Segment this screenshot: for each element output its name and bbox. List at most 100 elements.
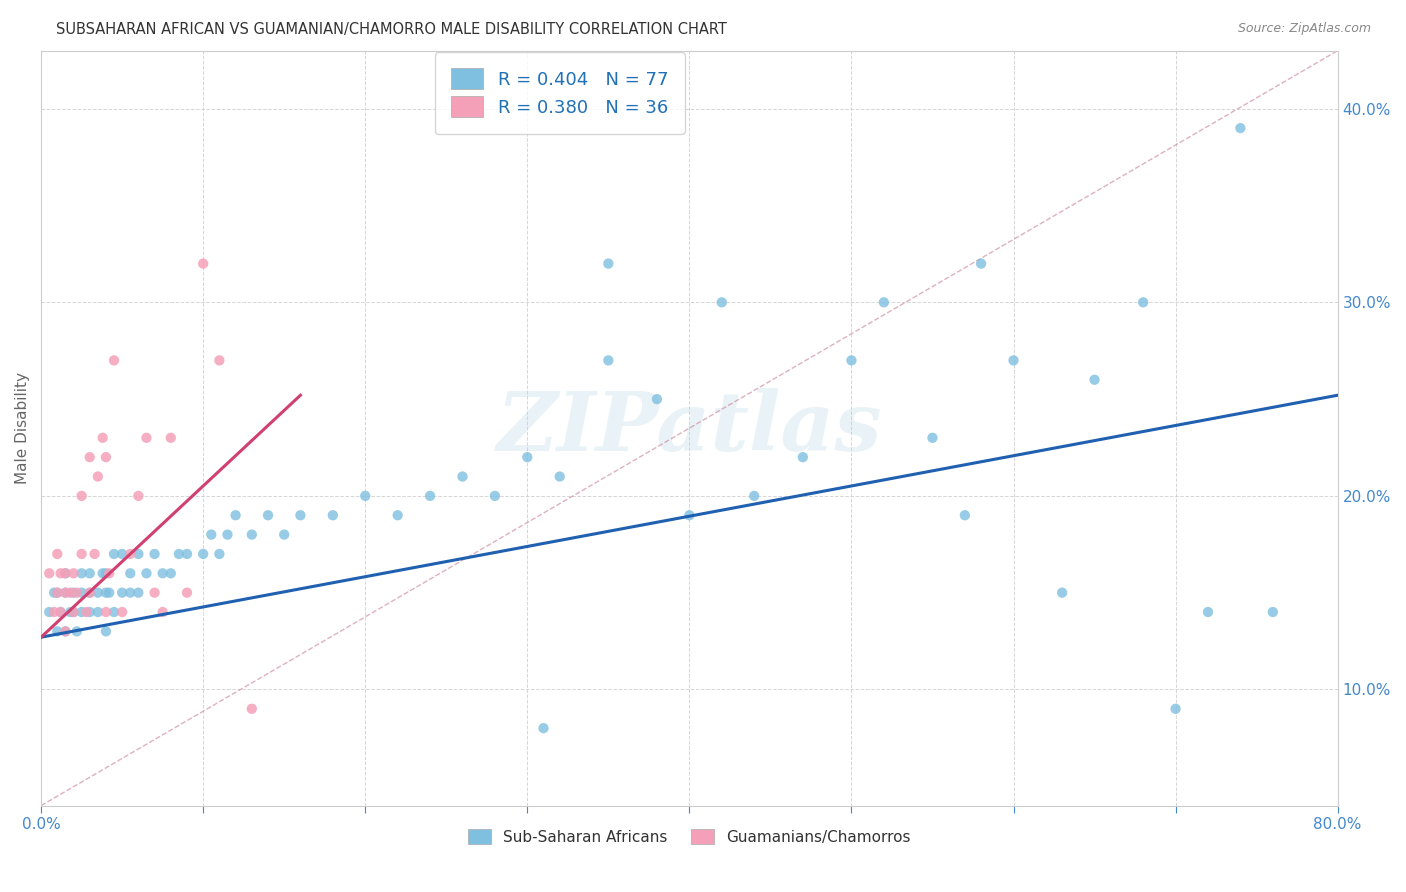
Point bbox=[94, 624, 117, 639]
Point bbox=[38, 566, 60, 581]
Point bbox=[98, 566, 121, 581]
Point bbox=[135, 431, 157, 445]
Point bbox=[46, 585, 69, 599]
Point bbox=[62, 585, 84, 599]
Point bbox=[451, 469, 474, 483]
Point bbox=[91, 431, 114, 445]
Point bbox=[1197, 605, 1219, 619]
Point bbox=[55, 585, 77, 599]
Point bbox=[76, 605, 98, 619]
Point bbox=[79, 585, 101, 599]
Text: SUBSAHARAN AFRICAN VS GUAMANIAN/CHAMORRO MALE DISABILITY CORRELATION CHART: SUBSAHARAN AFRICAN VS GUAMANIAN/CHAMORRO… bbox=[56, 22, 727, 37]
Point bbox=[70, 585, 93, 599]
Point bbox=[240, 702, 263, 716]
Point bbox=[49, 605, 72, 619]
Point bbox=[484, 489, 506, 503]
Point bbox=[387, 508, 409, 523]
Point bbox=[127, 489, 149, 503]
Text: Source: ZipAtlas.com: Source: ZipAtlas.com bbox=[1237, 22, 1371, 36]
Point bbox=[70, 547, 93, 561]
Point bbox=[710, 295, 733, 310]
Point bbox=[176, 547, 198, 561]
Point bbox=[419, 489, 441, 503]
Point bbox=[167, 547, 190, 561]
Point bbox=[55, 585, 77, 599]
Point bbox=[240, 527, 263, 541]
Point bbox=[127, 547, 149, 561]
Point bbox=[273, 527, 295, 541]
Point bbox=[127, 585, 149, 599]
Point bbox=[193, 547, 215, 561]
Point bbox=[59, 585, 82, 599]
Point bbox=[70, 605, 93, 619]
Point bbox=[159, 431, 181, 445]
Point bbox=[152, 566, 174, 581]
Point bbox=[62, 605, 84, 619]
Point bbox=[135, 566, 157, 581]
Point bbox=[83, 547, 105, 561]
Point bbox=[645, 392, 668, 406]
Point bbox=[87, 469, 110, 483]
Point bbox=[49, 605, 72, 619]
Point bbox=[354, 489, 377, 503]
Point bbox=[46, 585, 69, 599]
Point bbox=[66, 624, 89, 639]
Point bbox=[257, 508, 280, 523]
Point bbox=[66, 585, 89, 599]
Point bbox=[1083, 373, 1105, 387]
Point bbox=[516, 450, 538, 465]
Point bbox=[91, 566, 114, 581]
Point bbox=[111, 605, 134, 619]
Point bbox=[94, 585, 117, 599]
Point bbox=[742, 489, 765, 503]
Point bbox=[70, 566, 93, 581]
Point bbox=[1132, 295, 1154, 310]
Point bbox=[159, 566, 181, 581]
Point bbox=[103, 547, 125, 561]
Point bbox=[79, 605, 101, 619]
Point bbox=[103, 353, 125, 368]
Point bbox=[208, 353, 231, 368]
Point bbox=[70, 489, 93, 503]
Point bbox=[970, 257, 993, 271]
Point bbox=[120, 566, 142, 581]
Point bbox=[208, 547, 231, 561]
Point bbox=[55, 624, 77, 639]
Point bbox=[921, 431, 943, 445]
Point bbox=[200, 527, 222, 541]
Point bbox=[1002, 353, 1025, 368]
Point bbox=[87, 605, 110, 619]
Point bbox=[143, 547, 166, 561]
Point bbox=[62, 605, 84, 619]
Point bbox=[792, 450, 814, 465]
Point bbox=[55, 624, 77, 639]
Point bbox=[79, 585, 101, 599]
Point bbox=[841, 353, 863, 368]
Text: ZIPatlas: ZIPatlas bbox=[496, 388, 882, 468]
Point bbox=[94, 605, 117, 619]
Point bbox=[94, 450, 117, 465]
Point bbox=[953, 508, 976, 523]
Point bbox=[62, 566, 84, 581]
Point bbox=[94, 566, 117, 581]
Y-axis label: Male Disability: Male Disability bbox=[15, 372, 30, 484]
Point bbox=[533, 721, 555, 735]
Point bbox=[1229, 121, 1251, 136]
Point bbox=[290, 508, 312, 523]
Point bbox=[193, 257, 215, 271]
Point bbox=[143, 585, 166, 599]
Point bbox=[42, 605, 65, 619]
Legend: R = 0.404   N = 77, R = 0.380   N = 36: R = 0.404 N = 77, R = 0.380 N = 36 bbox=[434, 52, 685, 134]
Point bbox=[176, 585, 198, 599]
Point bbox=[55, 566, 77, 581]
Point bbox=[46, 624, 69, 639]
Point bbox=[111, 585, 134, 599]
Point bbox=[598, 353, 620, 368]
Point bbox=[678, 508, 700, 523]
Point bbox=[225, 508, 247, 523]
Point bbox=[111, 547, 134, 561]
Point bbox=[1164, 702, 1187, 716]
Point bbox=[1261, 605, 1284, 619]
Point bbox=[1050, 585, 1073, 599]
Point bbox=[55, 566, 77, 581]
